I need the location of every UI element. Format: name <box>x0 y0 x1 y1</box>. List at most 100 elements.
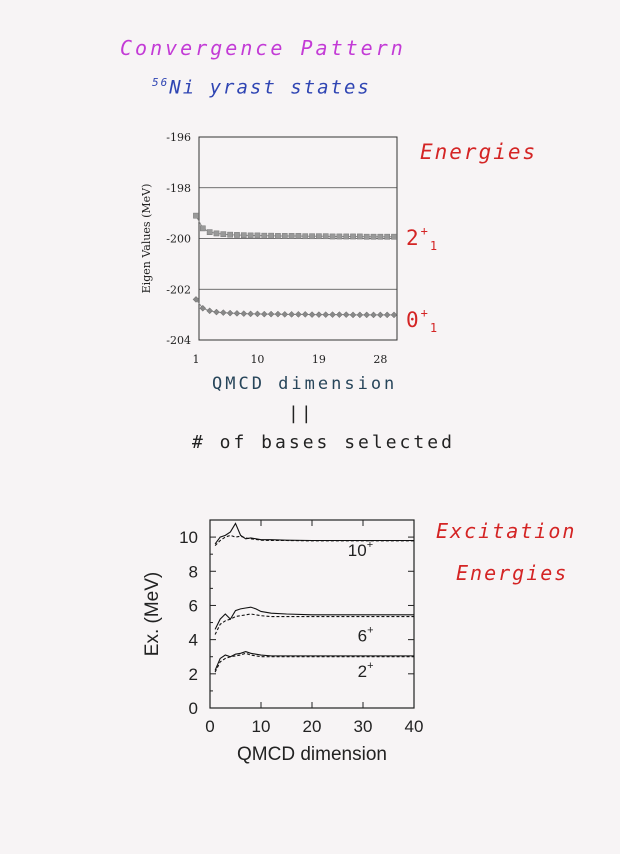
state-label-2plus: 2+1 <box>406 224 439 253</box>
y-tick-label: -196 <box>166 131 191 144</box>
y-tick-label: 6 <box>189 596 198 615</box>
data-point <box>193 212 199 219</box>
data-point <box>227 231 233 238</box>
series-line <box>214 606 414 630</box>
data-point <box>309 233 315 240</box>
label-excitation-energies: Energies <box>456 561 569 585</box>
x-tick-label: 10 <box>252 717 271 736</box>
annotation-parity: + <box>367 539 373 551</box>
data-point <box>390 311 398 319</box>
data-point <box>376 311 384 319</box>
x-tick-label: 0 <box>205 717 214 736</box>
data-point <box>254 310 261 318</box>
x-tick-label: 40 <box>405 717 424 736</box>
state-annotation: 2+ <box>358 660 374 681</box>
data-point <box>322 233 329 240</box>
data-point <box>336 233 343 240</box>
data-point <box>329 311 336 318</box>
x-tick-label: 10 <box>250 353 264 366</box>
handwritten-xlabel: QMCD dimension <box>212 374 398 394</box>
series-line <box>214 522 414 545</box>
data-point <box>336 311 343 318</box>
y-tick-label: -202 <box>166 283 191 296</box>
data-point <box>288 311 295 318</box>
data-point <box>261 232 268 239</box>
series-line <box>214 534 414 547</box>
equals-sign: || <box>288 403 314 424</box>
state-2-sup: + <box>420 224 430 238</box>
data-point <box>192 296 200 303</box>
x-tick-label: 28 <box>373 353 387 366</box>
y-tick-label: 0 <box>189 699 198 718</box>
data-point <box>260 310 268 318</box>
y-axis-label: Eigen Values (MeV) <box>140 184 153 294</box>
label-excitation: Excitation <box>436 519 577 543</box>
y-tick-label: -204 <box>166 334 191 347</box>
data-point <box>343 233 350 240</box>
data-point <box>274 310 282 318</box>
state-2-sub: 1 <box>429 239 440 254</box>
state-annotation: 10+ <box>348 539 373 560</box>
data-point <box>206 229 213 236</box>
data-point <box>281 233 288 239</box>
data-point <box>363 311 371 319</box>
y-axis-label: Ex. (MeV) <box>142 572 163 656</box>
state-2-base: 2 <box>406 226 421 250</box>
state-0-sup: + <box>420 306 430 320</box>
data-point <box>391 233 397 240</box>
data-point <box>377 233 384 240</box>
data-point <box>220 231 227 238</box>
data-point <box>213 308 220 316</box>
state-label-0plus: 0+1 <box>406 306 439 335</box>
state-annotation: 6+ <box>358 624 374 645</box>
data-point <box>281 311 289 318</box>
annotation-value: 6 <box>358 626 367 645</box>
data-point <box>295 233 302 239</box>
data-point <box>234 232 240 238</box>
data-point <box>370 311 377 319</box>
data-point <box>350 233 356 240</box>
y-tick-label: -198 <box>166 182 191 195</box>
data-point <box>219 309 227 316</box>
excitation-chart: 0 2 4 6 8 10 0 10 20 30 40 QMCD dimension Ex. (MeV) 1… <box>142 519 424 765</box>
data-point <box>199 225 206 232</box>
data-point <box>301 311 309 318</box>
data-point <box>342 311 350 318</box>
data-point <box>254 232 261 239</box>
data-point <box>370 233 377 240</box>
plot-frame <box>209 519 415 709</box>
y-tick-label: -200 <box>166 233 191 246</box>
series-line <box>214 651 414 671</box>
data-point <box>316 233 322 240</box>
x-tick-label: 1 <box>193 353 200 366</box>
data-point <box>226 309 234 317</box>
y-tick-label: 2 <box>189 665 198 684</box>
data-point <box>356 311 364 319</box>
data-point <box>275 233 281 239</box>
data-point <box>349 311 357 319</box>
data-point <box>308 311 316 318</box>
title-yrast-states: 56Ni yrast states <box>152 76 371 98</box>
data-point <box>240 310 248 317</box>
data-point <box>233 310 241 317</box>
y-tick-label: 10 <box>179 528 198 547</box>
data-point <box>213 230 220 237</box>
title-convergence-pattern: Convergence Pattern <box>120 36 406 60</box>
data-point <box>383 311 391 319</box>
annotation-parity: + <box>367 624 373 636</box>
data-point <box>302 233 309 240</box>
data-point <box>384 233 391 240</box>
data-point <box>288 233 295 239</box>
data-point <box>329 233 336 240</box>
series-line <box>214 613 414 635</box>
annotation-parity: + <box>367 660 373 672</box>
data-point <box>295 311 302 318</box>
data-point <box>206 307 214 315</box>
state-0-sub: 1 <box>429 321 440 336</box>
label-energies: Energies <box>420 140 538 164</box>
y-tick-label: 8 <box>189 562 198 581</box>
data-point <box>268 232 274 239</box>
data-point <box>247 232 254 239</box>
